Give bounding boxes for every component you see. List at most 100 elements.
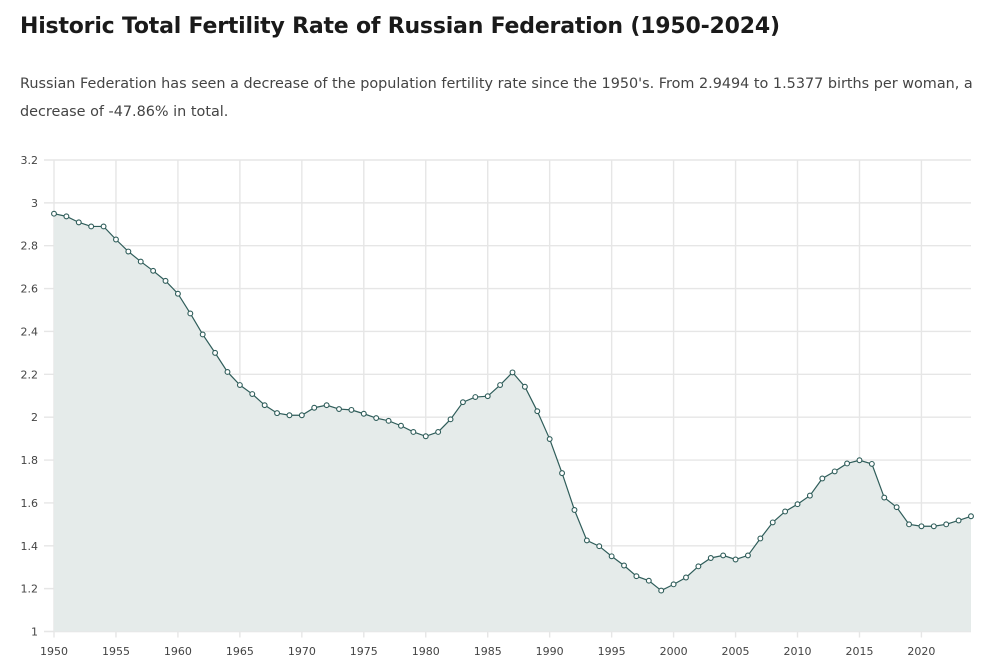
data-point[interactable]: 1983: 2.07 <box>459 399 466 406</box>
y-tick-label: 2.6 <box>21 283 39 296</box>
data-point[interactable]: 2008: 1.509 <box>769 519 776 526</box>
data-point[interactable]: 2015: 1.799 <box>856 457 863 464</box>
x-tick-label: 2005 <box>722 645 750 658</box>
data-point[interactable]: 1952: 2.909 <box>75 219 82 226</box>
data-point[interactable]: 1982: 1.99 <box>447 416 454 423</box>
series-area <box>54 213 971 632</box>
x-tick-label: 2010 <box>784 645 812 658</box>
data-point[interactable]: 1960: 2.576 <box>174 290 181 297</box>
data-point[interactable]: 1951: 2.937 <box>63 213 70 220</box>
data-point[interactable]: 2010: 1.594 <box>794 501 801 508</box>
data-point[interactable]: 1956: 2.773 <box>125 248 132 255</box>
data-point[interactable]: 1974: 2.034 <box>348 406 355 413</box>
points-layer: 1950: 2.9494 1951: 2.937 1952: 2.909 1953: … <box>51 210 974 594</box>
x-axis: 1950 1955 1960 1965 1970 1975 1980 1985 1990 1995… <box>40 645 935 658</box>
data-point[interactable]: 1964: 2.211 <box>224 369 231 375</box>
data-point[interactable]: 2001: 1.252 <box>683 574 689 581</box>
x-tick-label: 1995 <box>598 645 626 658</box>
data-point[interactable]: 2016: 1.782 <box>868 460 875 467</box>
x-tick-label: 1975 <box>350 645 378 658</box>
data-point[interactable]: 2017: 1.625 <box>881 494 888 501</box>
data-point[interactable]: 2019: 1.5 <box>906 521 912 528</box>
y-tick-label: 2.4 <box>21 325 39 338</box>
data-point[interactable]: 2006: 1.355 <box>744 552 751 559</box>
data-point[interactable]: 1953: 2.89 <box>88 223 95 230</box>
data-point[interactable]: 2021: 1.491 <box>930 523 937 530</box>
data-point[interactable]: 1967: 2.056 <box>261 402 268 409</box>
data-point[interactable]: 2022: 1.5 <box>943 521 950 528</box>
y-tick-label: 2 <box>31 411 38 424</box>
data-point[interactable]: 1978: 1.96 <box>398 422 404 429</box>
data-point[interactable]: 1989: 2.028 <box>534 408 541 415</box>
data-point[interactable]: 2014: 1.784 <box>844 460 851 467</box>
y-tick-label: 1.8 <box>21 454 39 467</box>
data-point[interactable]: 1998: 1.237 <box>645 577 652 584</box>
data-point[interactable]: 1963: 2.3 <box>212 349 219 356</box>
data-point[interactable]: 1979: 1.931 <box>410 429 417 435</box>
data-point[interactable]: 2000: 1.22 <box>670 581 677 588</box>
data-point[interactable]: 1997: 1.258 <box>633 573 640 580</box>
data-point[interactable]: 1994: 1.398 <box>596 543 603 550</box>
data-point[interactable]: 1981: 1.931 <box>435 429 442 435</box>
data-point[interactable]: 1962: 2.386 <box>199 331 206 338</box>
data-point[interactable]: 1977: 1.983 <box>385 417 392 424</box>
data-point[interactable]: 1975: 2.016 <box>360 410 367 417</box>
data-point[interactable]: 2005: 1.336 <box>732 556 739 563</box>
y-tick-label: 2.8 <box>21 240 39 253</box>
data-point[interactable]: 1954: 2.89 <box>100 223 107 230</box>
data-point[interactable]: 2007: 1.434 <box>757 535 764 542</box>
data-point[interactable]: 1961: 2.484 <box>187 310 194 317</box>
page-description: Russian Federation has seen a decrease o… <box>20 76 973 120</box>
data-point[interactable]: 1969: 2.009 <box>286 412 293 419</box>
data-point[interactable]: 1959: 2.636 <box>162 277 169 284</box>
data-point[interactable]: 1950: 2.9494 <box>51 210 57 217</box>
data-point[interactable]: 2024: 1.5377 <box>968 513 974 520</box>
x-tick-label: 1985 <box>474 645 502 658</box>
data-point[interactable]: 1971: 2.044 <box>311 404 318 411</box>
data-point[interactable]: 1999: 1.191 <box>658 587 665 594</box>
x-tick-label: 1990 <box>536 645 564 658</box>
data-point[interactable]: 1988: 2.142 <box>521 383 528 390</box>
y-tick-label: 2.2 <box>21 368 39 381</box>
x-tick-label: 1950 <box>40 645 68 658</box>
data-point[interactable]: 2009: 1.56 <box>782 508 789 515</box>
data-point[interactable]: 1970: 2.009 <box>298 412 305 419</box>
data-point[interactable]: 1986: 2.15 <box>497 382 504 388</box>
data-point[interactable]: 1993: 1.425 <box>583 537 590 544</box>
x-tick-label: 1965 <box>226 645 254 658</box>
data-point[interactable]: 2003: 1.343 <box>707 555 714 561</box>
data-point[interactable]: 2011: 1.634 <box>806 492 813 499</box>
data-point[interactable]: 1996: 1.308 <box>621 562 627 569</box>
data-point[interactable]: 2002: 1.304 <box>695 563 702 570</box>
x-tick-label: 1970 <box>288 645 316 658</box>
data-point[interactable]: 1976: 1.996 <box>373 415 380 421</box>
y-axis: 1 1.2 1.4 1.6 1.8 2 2.2 2.4 2.6 2.8 3 3.2 <box>21 154 39 639</box>
data-point[interactable]: 1995: 1.351 <box>608 553 615 560</box>
page-title: Historic Total Fertility Rate of Russian… <box>20 14 780 39</box>
data-point[interactable]: 1965: 2.15 <box>236 382 243 388</box>
data-point[interactable]: 2020: 1.491 <box>918 523 925 530</box>
data-point[interactable]: 1980: 1.911 <box>422 433 429 440</box>
area-layer <box>54 213 971 632</box>
data-point[interactable]: 1987: 2.209 <box>509 369 516 376</box>
data-point[interactable]: 1991: 1.739 <box>559 470 566 477</box>
data-point[interactable]: 1958: 2.683 <box>150 267 157 274</box>
data-point[interactable]: 2012: 1.714 <box>819 475 826 482</box>
data-point[interactable]: 1972: 2.056 <box>323 402 330 409</box>
x-tick-label: 2020 <box>907 645 935 658</box>
data-point[interactable]: 1985: 2.098 <box>484 393 491 400</box>
y-tick-label: 3.2 <box>21 154 39 167</box>
data-point[interactable]: 1992: 1.567 <box>571 507 578 513</box>
data-point[interactable]: 2023: 1.518 <box>955 517 962 524</box>
data-point[interactable]: 1990: 1.898 <box>546 436 553 442</box>
data-point[interactable]: 1955: 2.829 <box>113 236 119 243</box>
data-point[interactable]: 2018: 1.58 <box>893 504 900 511</box>
data-point[interactable]: 1968: 2.019 <box>274 410 281 417</box>
data-point[interactable]: 2004: 1.355 <box>720 552 727 559</box>
data-point[interactable]: 1973: 2.038 <box>336 406 342 412</box>
data-point[interactable]: 1957: 2.726 <box>137 258 144 265</box>
data-point[interactable]: 2013: 1.747 <box>831 468 838 475</box>
data-point[interactable]: 1966: 2.108 <box>249 391 256 397</box>
data-point[interactable]: 1984: 2.094 <box>472 394 479 400</box>
x-tick-label: 1960 <box>164 645 192 658</box>
